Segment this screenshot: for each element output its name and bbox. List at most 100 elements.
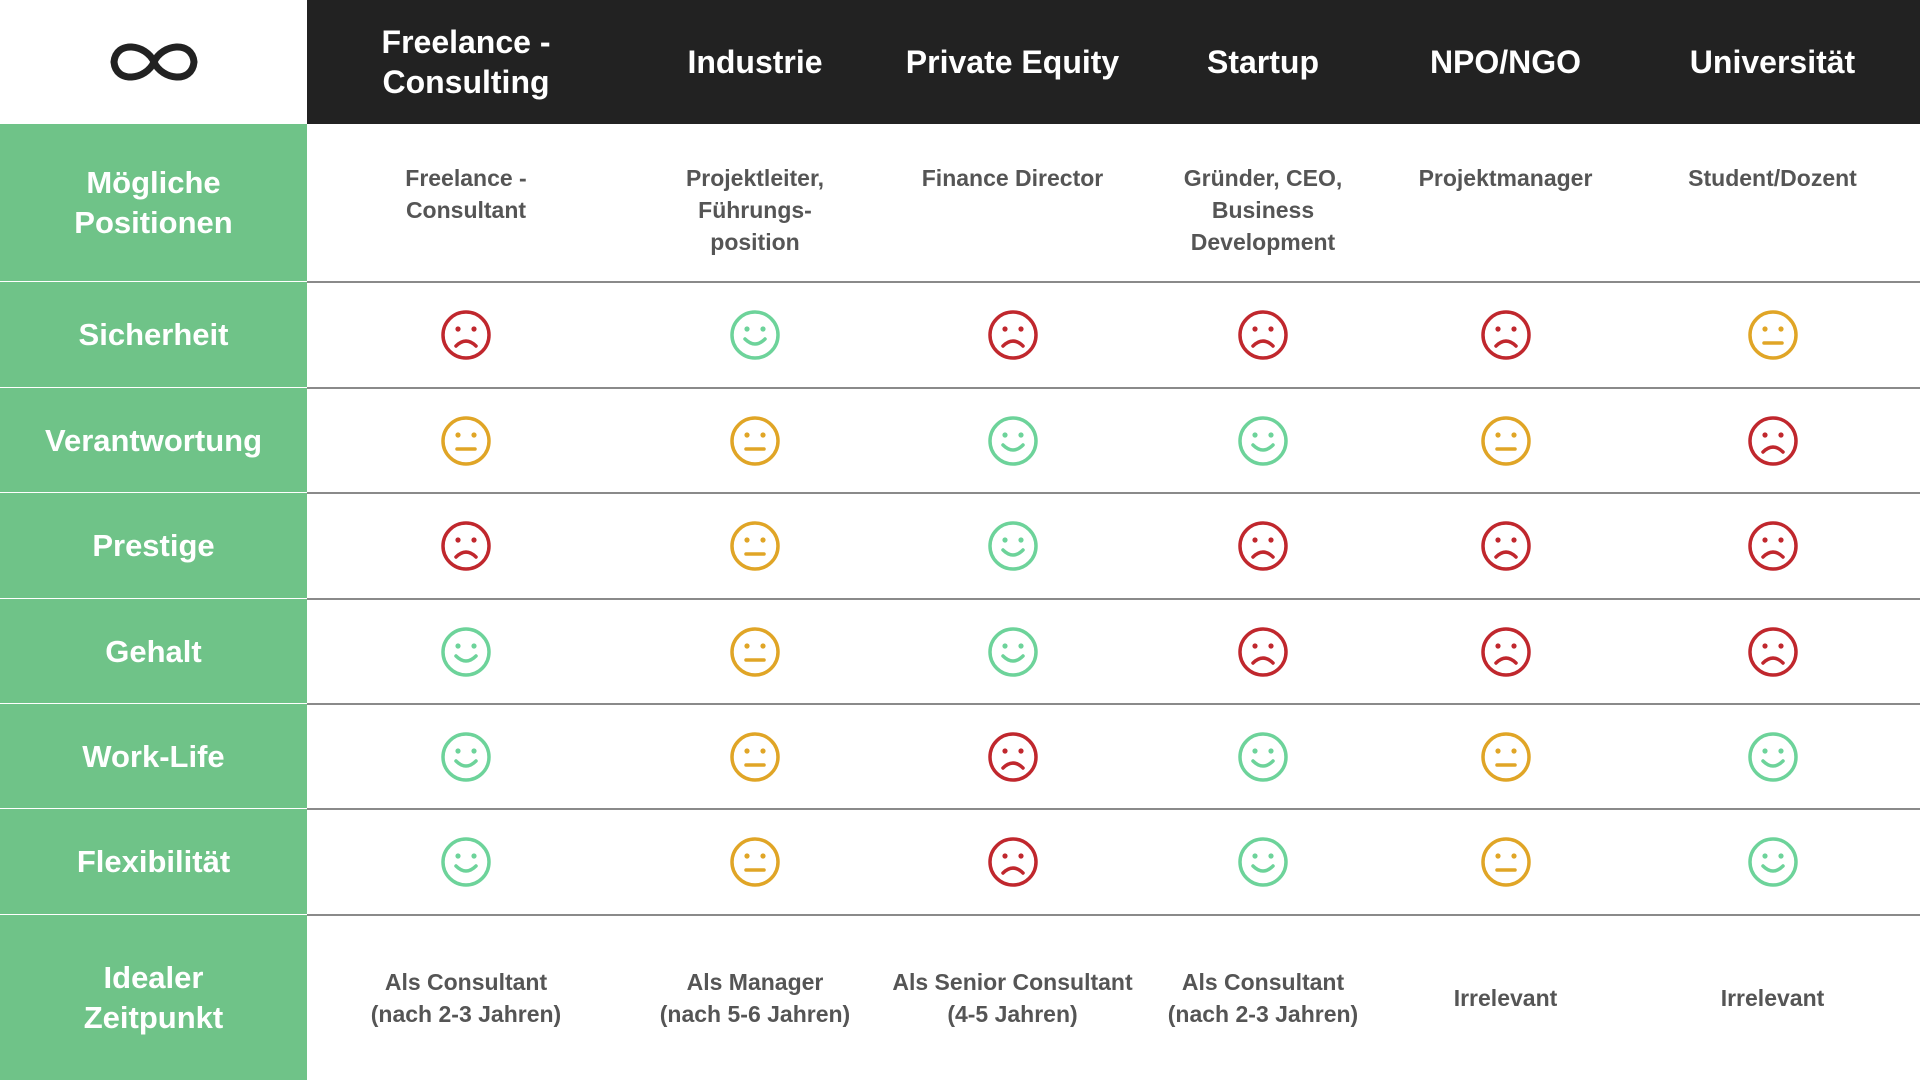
row-label: Sicherheit (0, 282, 307, 388)
cell-text: Freelance - Consultant (405, 165, 527, 223)
rating-icon-neutral (1480, 415, 1531, 466)
rating-cell (1140, 599, 1386, 704)
rating-cell (885, 599, 1140, 704)
cell-text: Als Senior Consultant (4-5 Jahren) (892, 968, 1133, 1027)
rating-icon-sad (441, 521, 491, 571)
cell-text: Als Manager (nach 5-6 Jahren) (659, 968, 851, 1027)
rating-icon-sad (987, 731, 1038, 782)
rating-cell (625, 493, 885, 599)
logo (109, 43, 198, 81)
rating-icon-happy (1747, 731, 1798, 782)
rating-icon-happy (1238, 837, 1288, 887)
rating-cell (1625, 599, 1920, 704)
rating-cell (1625, 809, 1920, 915)
rating-icon-happy (1747, 837, 1798, 887)
rating-icon-sad (987, 837, 1038, 887)
rating-icon-neutral (730, 731, 780, 782)
cell-text: Projektleiter, Führungs- position (685, 165, 825, 255)
rating-icon-neutral (730, 415, 780, 466)
row-label: Idealer Zeitpunkt (0, 915, 307, 1080)
column-header: Universität (1625, 0, 1920, 124)
rating-cell (1386, 704, 1625, 809)
cell-text: Irrelevant (1453, 984, 1558, 1011)
rating-icon-happy (987, 521, 1038, 571)
rating-cell (885, 388, 1140, 493)
rating-icon-happy (730, 310, 780, 360)
row-separator (307, 703, 1920, 705)
rating-cell (1386, 388, 1625, 493)
rating-icon-happy (1238, 731, 1288, 782)
column-header: Industrie (625, 0, 885, 124)
rating-cell (307, 493, 625, 599)
column-header: Freelance - Consulting (307, 0, 625, 124)
rating-cell (625, 599, 885, 704)
rating-cell (1140, 493, 1386, 599)
rating-cell (1140, 704, 1386, 809)
row-separator (307, 492, 1920, 494)
rating-icon-sad (1238, 521, 1288, 571)
rating-cell (307, 388, 625, 493)
rating-icon-neutral (1480, 731, 1531, 782)
cell-text: Als Consultant (nach 2-3 Jahren) (1167, 968, 1359, 1027)
rating-icon-neutral (730, 626, 780, 677)
rating-icon-neutral (441, 415, 491, 466)
rating-cell (1625, 282, 1920, 388)
column-header: Private Equity (885, 0, 1140, 124)
rating-icon-neutral (730, 521, 780, 571)
rating-cell (885, 809, 1140, 915)
rating-cell (1140, 809, 1386, 915)
rating-icon-neutral (1480, 837, 1531, 887)
rating-cell (625, 704, 885, 809)
rating-icon-sad (1480, 626, 1531, 677)
rating-cell (885, 704, 1140, 809)
rating-icon-happy (441, 837, 491, 887)
row-separator (307, 387, 1920, 389)
logo-cell (0, 0, 307, 124)
row-label: Prestige (0, 493, 307, 599)
row-label: Work-Life (0, 704, 307, 809)
cell-text: Gründer, CEO, Business Development (1183, 165, 1343, 255)
rating-icon-sad (1747, 415, 1798, 466)
cell-text: Projektmanager (1418, 165, 1593, 191)
rating-cell (885, 493, 1140, 599)
rating-icon-happy (441, 626, 491, 677)
rating-icon-sad (1480, 310, 1531, 360)
rating-cell (1386, 809, 1625, 915)
rating-icon-neutral (1747, 310, 1798, 360)
rating-cell (1386, 282, 1625, 388)
rating-icon-neutral (730, 837, 780, 887)
rating-icon-sad (441, 310, 491, 360)
rating-cell (1140, 388, 1386, 493)
rating-icon-sad (1747, 626, 1798, 677)
rating-cell (307, 704, 625, 809)
rating-cell (625, 388, 885, 493)
row-label: Flexibilität (0, 809, 307, 915)
rating-cell (885, 282, 1140, 388)
row-label: Verantwortung (0, 388, 307, 493)
rating-cell (307, 809, 625, 915)
column-header: Startup (1140, 0, 1386, 124)
rating-icon-happy (1238, 415, 1288, 466)
rating-icon-sad (987, 310, 1038, 360)
row-separator (307, 598, 1920, 600)
rating-icon-sad (1747, 521, 1798, 571)
cell-text: Finance Director (921, 165, 1104, 191)
cell-text: Irrelevant (1720, 984, 1825, 1011)
row-separator (307, 808, 1920, 810)
rating-icon-sad (1238, 626, 1288, 677)
rating-cell (1386, 599, 1625, 704)
rating-cell (1625, 493, 1920, 599)
rating-icon-happy (441, 731, 491, 782)
cell-text: Student/Dozent (1688, 165, 1857, 191)
row-separator (307, 914, 1920, 916)
rating-icon-sad (1238, 310, 1288, 360)
rating-icon-happy (987, 415, 1038, 466)
rating-cell (625, 809, 885, 915)
rating-cell (625, 282, 885, 388)
rating-cell (307, 282, 625, 388)
rating-cell (1625, 388, 1920, 493)
rating-icon-sad (1480, 521, 1531, 571)
